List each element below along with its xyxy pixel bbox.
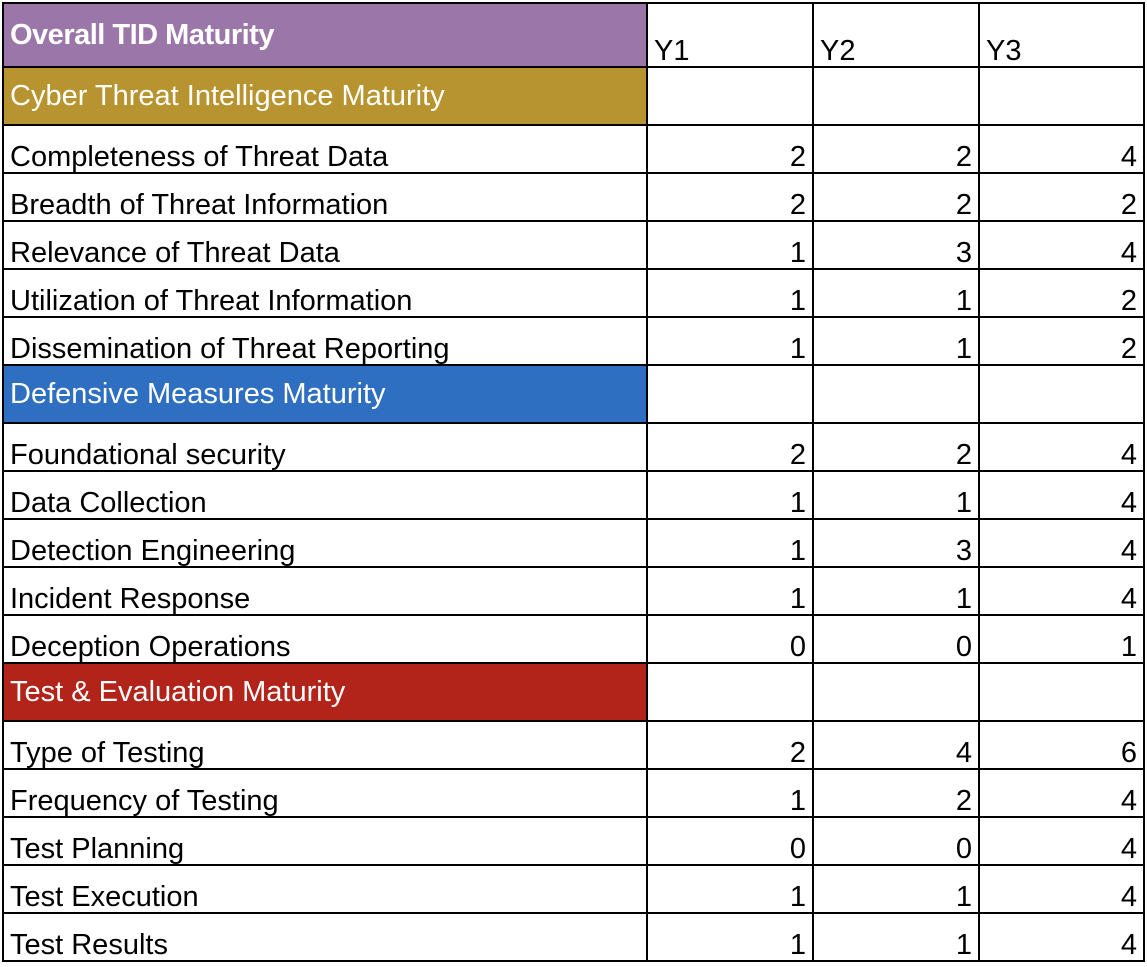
value-cell-y3[interactable]: 2 <box>978 268 1145 318</box>
metric-label[interactable]: Completeness of Threat Data <box>2 124 648 174</box>
value-cell-y3[interactable]: 4 <box>978 864 1145 914</box>
metric-label[interactable]: Deception Operations <box>2 614 648 664</box>
empty-cell[interactable] <box>812 66 980 126</box>
section-title[interactable]: Cyber Threat Intelligence Maturity <box>2 66 648 126</box>
value-cell-y1[interactable]: 1 <box>646 566 814 616</box>
metric-label[interactable]: Incident Response <box>2 566 648 616</box>
year-header-y1[interactable]: Y1 <box>646 2 814 68</box>
table-row: Type of Testing 2 4 6 <box>2 720 1145 770</box>
metric-label[interactable]: Breadth of Threat Information <box>2 172 648 222</box>
value-cell-y2[interactable]: 1 <box>812 268 980 318</box>
table-row: Frequency of Testing 1 2 4 <box>2 768 1145 818</box>
value-cell-y1[interactable]: 1 <box>646 518 814 568</box>
value-cell-y2[interactable]: 2 <box>812 768 980 818</box>
table-row: Test Results 1 1 4 <box>2 912 1145 962</box>
value-cell-y1[interactable]: 1 <box>646 316 814 366</box>
table-row: Relevance of Threat Data 1 3 4 <box>2 220 1145 270</box>
value-cell-y3[interactable]: 4 <box>978 768 1145 818</box>
section-title[interactable]: Defensive Measures Maturity <box>2 364 648 424</box>
value-cell-y1[interactable]: 1 <box>646 768 814 818</box>
value-cell-y2[interactable]: 3 <box>812 220 980 270</box>
metric-label[interactable]: Test Planning <box>2 816 648 866</box>
metric-label[interactable]: Frequency of Testing <box>2 768 648 818</box>
value-cell-y2[interactable]: 1 <box>812 316 980 366</box>
empty-cell[interactable] <box>978 364 1145 424</box>
value-cell-y1[interactable]: 1 <box>646 912 814 962</box>
value-cell-y3[interactable]: 4 <box>978 124 1145 174</box>
metric-label[interactable]: Type of Testing <box>2 720 648 770</box>
value-cell-y3[interactable]: 2 <box>978 172 1145 222</box>
empty-cell[interactable] <box>812 364 980 424</box>
metric-label[interactable]: Data Collection <box>2 470 648 520</box>
value-cell-y3[interactable]: 2 <box>978 316 1145 366</box>
value-cell-y3[interactable]: 6 <box>978 720 1145 770</box>
value-cell-y3[interactable]: 4 <box>978 566 1145 616</box>
value-cell-y2[interactable]: 1 <box>812 566 980 616</box>
value-cell-y3[interactable]: 4 <box>978 816 1145 866</box>
value-cell-y2[interactable]: 4 <box>812 720 980 770</box>
value-cell-y1[interactable]: 0 <box>646 816 814 866</box>
value-cell-y1[interactable]: 1 <box>646 470 814 520</box>
value-cell-y1[interactable]: 1 <box>646 864 814 914</box>
value-cell-y1[interactable]: 2 <box>646 422 814 472</box>
value-cell-y2[interactable]: 0 <box>812 816 980 866</box>
value-cell-y2[interactable]: 2 <box>812 172 980 222</box>
value-cell-y2[interactable]: 1 <box>812 470 980 520</box>
empty-cell[interactable] <box>646 662 814 722</box>
table-row: Dissemination of Threat Reporting 1 1 2 <box>2 316 1145 366</box>
table-row: Breadth of Threat Information 2 2 2 <box>2 172 1145 222</box>
value-cell-y1[interactable]: 2 <box>646 124 814 174</box>
value-cell-y3[interactable]: 1 <box>978 614 1145 664</box>
value-cell-y3[interactable]: 4 <box>978 470 1145 520</box>
section-row-test-and-evaluation-maturity: Test & Evaluation Maturity <box>2 662 1145 722</box>
metric-label[interactable]: Dissemination of Threat Reporting <box>2 316 648 366</box>
metric-label[interactable]: Relevance of Threat Data <box>2 220 648 270</box>
table-row: Utilization of Threat Information 1 1 2 <box>2 268 1145 318</box>
table-row: Data Collection 1 1 4 <box>2 470 1145 520</box>
value-cell-y3[interactable]: 4 <box>978 220 1145 270</box>
value-cell-y3[interactable]: 4 <box>978 518 1145 568</box>
value-cell-y2[interactable]: 1 <box>812 912 980 962</box>
empty-cell[interactable] <box>978 66 1145 126</box>
table-row: Deception Operations 0 0 1 <box>2 614 1145 664</box>
table-row: Incident Response 1 1 4 <box>2 566 1145 616</box>
value-cell-y2[interactable]: 0 <box>812 614 980 664</box>
metric-label[interactable]: Foundational security <box>2 422 648 472</box>
value-cell-y2[interactable]: 2 <box>812 124 980 174</box>
value-cell-y2[interactable]: 3 <box>812 518 980 568</box>
table-row: Test Planning 0 0 4 <box>2 816 1145 866</box>
year-header-y3[interactable]: Y3 <box>978 2 1145 68</box>
section-row-cyber-threat-intelligence-maturity: Cyber Threat Intelligence Maturity <box>2 66 1145 126</box>
value-cell-y3[interactable]: 4 <box>978 422 1145 472</box>
section-title[interactable]: Test & Evaluation Maturity <box>2 662 648 722</box>
metric-label[interactable]: Detection Engineering <box>2 518 648 568</box>
table-row: Completeness of Threat Data 2 2 4 <box>2 124 1145 174</box>
empty-cell[interactable] <box>646 364 814 424</box>
metric-label[interactable]: Test Results <box>2 912 648 962</box>
metric-label[interactable]: Utilization of Threat Information <box>2 268 648 318</box>
empty-cell[interactable] <box>978 662 1145 722</box>
empty-cell[interactable] <box>812 662 980 722</box>
year-header-y2[interactable]: Y2 <box>812 2 980 68</box>
value-cell-y2[interactable]: 2 <box>812 422 980 472</box>
value-cell-y3[interactable]: 4 <box>978 912 1145 962</box>
metric-label[interactable]: Test Execution <box>2 864 648 914</box>
table-title[interactable]: Overall TID Maturity <box>2 2 648 68</box>
table-row: Detection Engineering 1 3 4 <box>2 518 1145 568</box>
section-row-defensive-measures-maturity: Defensive Measures Maturity <box>2 364 1145 424</box>
value-cell-y1[interactable]: 2 <box>646 720 814 770</box>
value-cell-y1[interactable]: 1 <box>646 220 814 270</box>
value-cell-y1[interactable]: 0 <box>646 614 814 664</box>
table-row: Test Execution 1 1 4 <box>2 864 1145 914</box>
value-cell-y1[interactable]: 1 <box>646 268 814 318</box>
empty-cell[interactable] <box>646 66 814 126</box>
value-cell-y2[interactable]: 1 <box>812 864 980 914</box>
value-cell-y1[interactable]: 2 <box>646 172 814 222</box>
table-row: Foundational security 2 2 4 <box>2 422 1145 472</box>
header-row: Overall TID Maturity Y1 Y2 Y3 <box>2 2 1145 68</box>
